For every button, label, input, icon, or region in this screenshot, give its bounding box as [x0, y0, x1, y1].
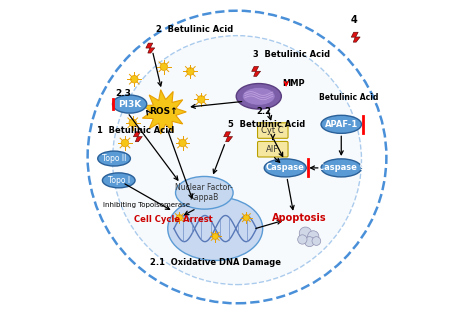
- Circle shape: [160, 63, 168, 71]
- Text: Caspase 9: Caspase 9: [318, 163, 365, 172]
- Text: APAF-1: APAF-1: [325, 120, 358, 129]
- Text: Nuclear Factor-
KappaB: Nuclear Factor- KappaB: [175, 183, 233, 203]
- Text: 5  Betulinic Acid: 5 Betulinic Acid: [228, 120, 305, 129]
- Circle shape: [312, 237, 321, 245]
- Circle shape: [187, 68, 194, 75]
- Ellipse shape: [321, 115, 362, 133]
- Text: PI3K: PI3K: [118, 100, 141, 109]
- Text: 2.2: 2.2: [256, 107, 271, 116]
- Text: 3  Betulinic Acid: 3 Betulinic Acid: [253, 50, 330, 59]
- Circle shape: [129, 119, 137, 127]
- Text: 1  Betulinic Acid: 1 Betulinic Acid: [97, 126, 174, 135]
- Polygon shape: [146, 43, 155, 53]
- Text: Apoptosis: Apoptosis: [272, 213, 327, 223]
- Ellipse shape: [168, 197, 263, 261]
- Circle shape: [121, 139, 129, 147]
- Polygon shape: [351, 32, 360, 42]
- Polygon shape: [252, 67, 261, 76]
- Polygon shape: [133, 132, 142, 142]
- Circle shape: [198, 96, 205, 103]
- Text: Cell Cycle Arrest: Cell Cycle Arrest: [134, 215, 212, 224]
- Circle shape: [308, 231, 319, 242]
- Ellipse shape: [264, 159, 306, 177]
- Text: 2.3: 2.3: [116, 89, 131, 98]
- Circle shape: [298, 235, 307, 244]
- Ellipse shape: [98, 151, 130, 166]
- Ellipse shape: [112, 95, 147, 113]
- Text: 4: 4: [350, 15, 357, 25]
- Ellipse shape: [112, 35, 362, 284]
- Text: Inhibiting Topoisomerase: Inhibiting Topoisomerase: [103, 202, 190, 208]
- Text: AIF: AIF: [266, 145, 279, 154]
- Ellipse shape: [175, 176, 233, 209]
- FancyBboxPatch shape: [257, 141, 288, 157]
- Circle shape: [179, 139, 186, 147]
- Circle shape: [299, 227, 312, 240]
- Circle shape: [176, 214, 182, 221]
- Ellipse shape: [236, 84, 282, 109]
- Text: 2  Betulinic Acid: 2 Betulinic Acid: [156, 25, 233, 34]
- Text: MMP: MMP: [282, 79, 305, 88]
- Ellipse shape: [242, 87, 275, 105]
- Text: Topo II: Topo II: [102, 154, 126, 163]
- Text: 2.1  Oxidative DNA Damage: 2.1 Oxidative DNA Damage: [150, 258, 281, 267]
- Text: Caspase: Caspase: [266, 163, 305, 172]
- Polygon shape: [142, 90, 186, 134]
- Ellipse shape: [321, 159, 362, 177]
- Text: Topo I: Topo I: [108, 176, 130, 185]
- Ellipse shape: [102, 173, 135, 188]
- Text: Cyt C: Cyt C: [262, 126, 284, 135]
- Text: Betulinic Acid: Betulinic Acid: [319, 93, 379, 102]
- Circle shape: [243, 214, 249, 221]
- FancyBboxPatch shape: [257, 123, 288, 138]
- Text: ROS↑: ROS↑: [150, 107, 178, 116]
- Circle shape: [130, 75, 138, 83]
- Polygon shape: [224, 132, 233, 142]
- Circle shape: [304, 237, 314, 246]
- Ellipse shape: [88, 11, 386, 303]
- Circle shape: [212, 233, 219, 240]
